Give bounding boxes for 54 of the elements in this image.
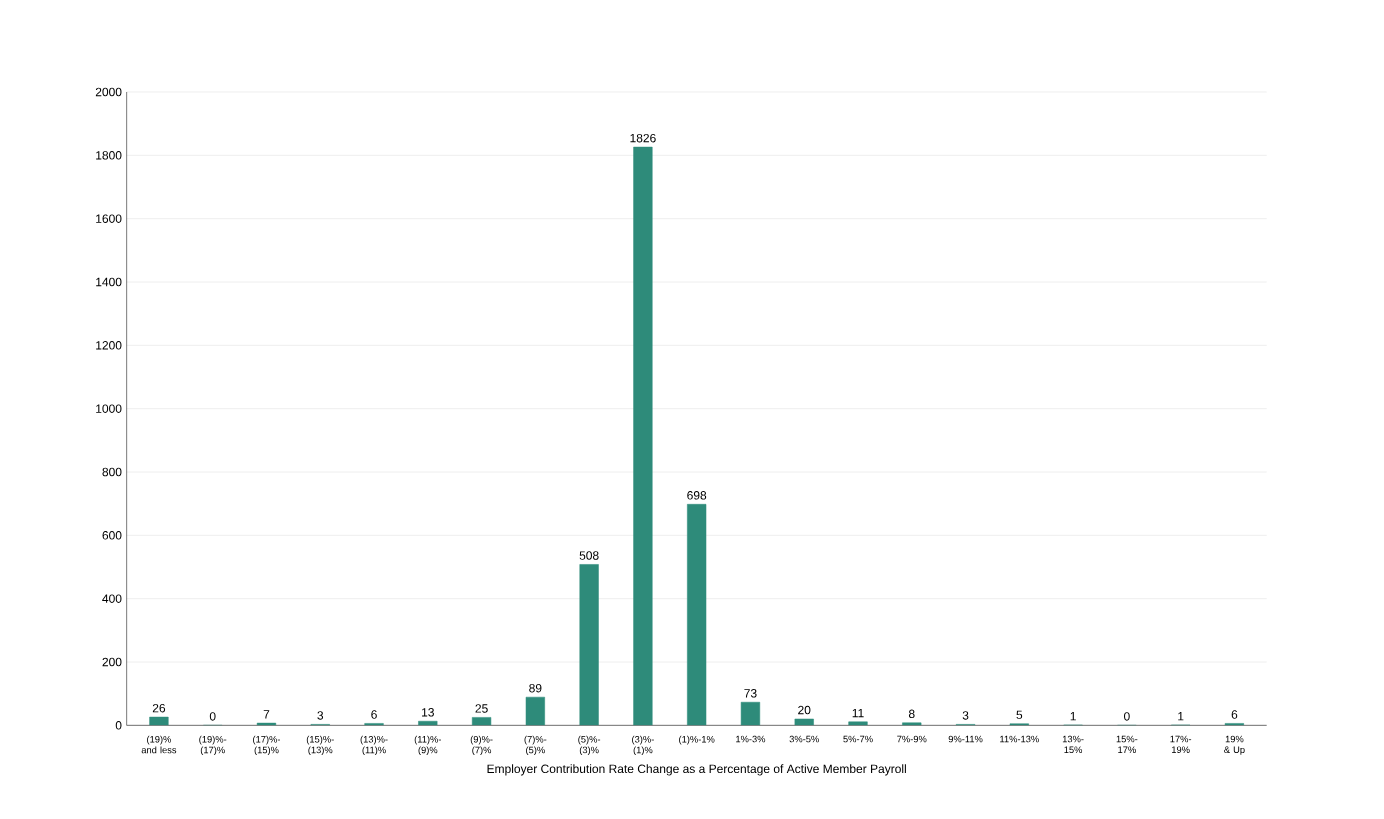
y-tick-label: 800 [102,467,122,477]
y-tick-label: 200 [102,657,122,667]
data-label: 0 [209,712,216,721]
y-tick-label: 0 [115,721,122,730]
data-label: 1 [1178,712,1184,721]
x-tick-label: (9)%-(7)% [470,735,493,756]
x-tick-label: (15)%-(13)% [306,735,334,756]
y-tick-label: 1200 [96,341,122,350]
data-label: 11 [852,709,864,718]
y-tick-label: 400 [102,594,122,604]
x-tick-label: 3%-5% [789,735,819,743]
x-tick-label: (5)%-(3)% [578,735,601,756]
data-label: 73 [744,689,757,698]
x-tick-label: (11)%-(9)% [414,735,442,756]
data-label: 698 [687,491,707,500]
y-tick-label: 1400 [96,277,122,287]
data-label: 89 [529,684,542,693]
data-label: 0 [1123,712,1130,721]
x-tick-label: 11%-13% [1000,735,1039,743]
data-label: 26 [152,704,166,713]
data-label: 508 [579,551,599,560]
y-tick-label: 1600 [96,214,122,224]
x-tick-label: (13)%-(11)% [360,735,388,756]
x-tick-label: 15%-17% [1116,735,1138,754]
data-label: 13 [422,708,434,717]
x-tick-label: (19)%-(17)% [199,735,227,756]
x-tick-label: 1%-3% [736,735,766,743]
data-label: 6 [1231,710,1238,719]
data-label: 8 [908,709,915,719]
x-tick-label: 19% & Up [1224,735,1245,756]
x-axis-title: Employer Contribution Rate Change as a Percentage of Active Member Payroll [487,764,906,776]
data-label: 20 [798,705,811,715]
y-tick-label: 1000 [96,404,122,414]
x-tick-label: (1)%-1% [679,735,715,745]
data-label: 3 [317,711,324,720]
data-label: 1 [1070,712,1076,721]
x-tick-label: (17)%-(15)% [253,735,281,756]
y-tick-label: 600 [102,531,122,540]
x-tick-label: (3)%-(1)% [632,735,654,756]
x-tick-label: (19)% and less [141,735,177,754]
data-label: 7 [263,710,270,719]
x-tick-label: 7%-9% [897,735,927,743]
y-tick-label: 1800 [96,151,122,160]
y-tick-label: 2000 [95,87,122,97]
x-tick-label: 9%-11% [948,735,983,743]
data-label: 1826 [630,134,656,143]
data-label: 6 [371,710,377,719]
data-label: 3 [962,711,969,720]
x-tick-label: 17%-19% [1170,735,1192,754]
x-tick-label: 13%-15% [1062,735,1084,754]
data-label: 5 [1016,710,1023,720]
x-tick-label: 5%-7% [843,735,873,743]
x-tick-label: (7)%-(5)% [524,735,547,756]
data-label: 25 [475,704,488,713]
